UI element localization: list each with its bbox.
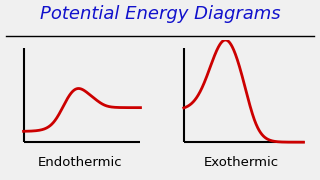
Text: Exothermic: Exothermic bbox=[204, 156, 279, 169]
Text: Endothermic: Endothermic bbox=[38, 156, 122, 169]
Text: Potential Energy Diagrams: Potential Energy Diagrams bbox=[40, 5, 280, 23]
